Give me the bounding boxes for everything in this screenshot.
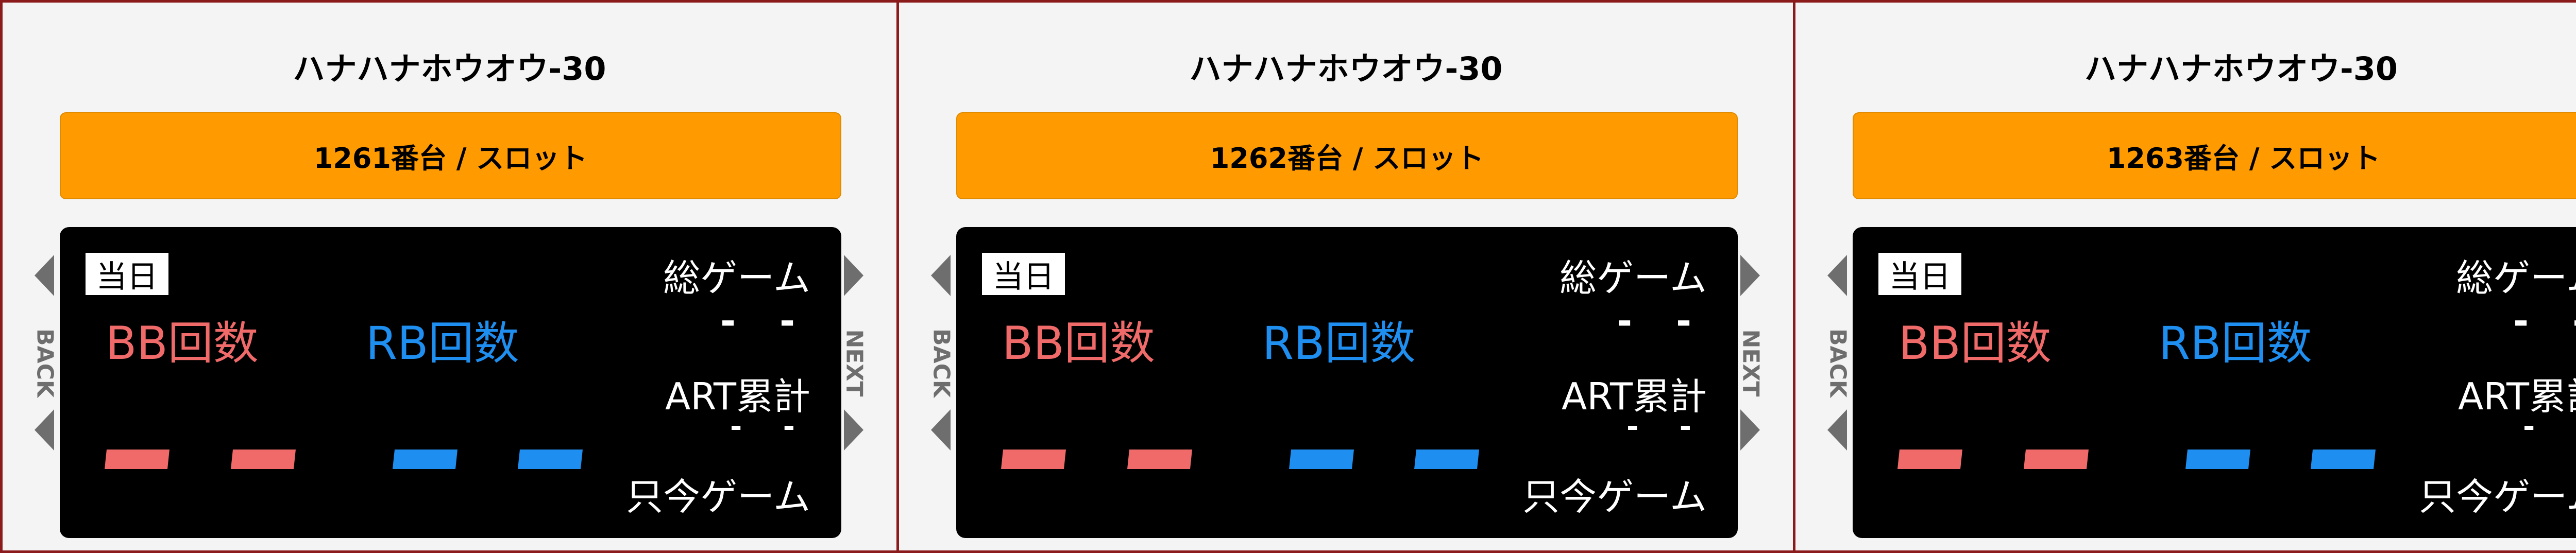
total-games-value: - - — [720, 299, 810, 342]
art-total-value: - - — [1626, 410, 1707, 443]
next-label: NEXT — [841, 329, 868, 397]
bb-digit-placeholder — [105, 450, 170, 469]
back-arrow-icon — [1827, 409, 1847, 451]
next-arrow-icon — [844, 255, 863, 296]
next-arrow-icon — [844, 409, 863, 451]
machine-panel: ハナハナホウオウ-30 1263番台 / スロット BACK NEXT 当日 B… — [1793, 0, 2576, 553]
back-arrow-icon — [1827, 255, 1847, 296]
rb-digit-placeholder — [393, 450, 457, 469]
total-games-value: - - — [2513, 299, 2576, 342]
total-games-label: 総ゲーム — [663, 256, 810, 300]
rb-count-label: RB回数 — [2159, 317, 2312, 370]
rb-digit-placeholder — [2185, 450, 2250, 469]
art-total-value: - - — [730, 410, 810, 443]
bb-digit-placeholder — [1001, 450, 1066, 469]
back-arrow-icon — [35, 409, 54, 451]
back-arrow-icon — [931, 409, 951, 451]
today-tab[interactable]: 当日 — [982, 253, 1065, 295]
rb-digit-placeholder — [1289, 450, 1354, 469]
data-screen: 当日 BB回数 RB回数 総ゲーム - - ART累計 - - 只今ゲーム — [1853, 227, 2576, 538]
machine-title: ハナハナホウオウ-30 — [293, 50, 606, 88]
rb-digit-placeholder — [518, 450, 583, 469]
bb-count-label: BB回数 — [1002, 317, 1155, 370]
back-label: BACK — [928, 329, 955, 398]
rb-count-label: RB回数 — [366, 317, 519, 370]
bb-digit-placeholder — [231, 450, 296, 469]
back-button[interactable]: BACK — [1824, 255, 1851, 471]
total-games-value: - - — [1617, 299, 1707, 342]
rb-digit-placeholder — [2311, 450, 2376, 469]
current-games-label: 只今ゲーム — [1522, 475, 1707, 519]
today-tab[interactable]: 当日 — [1878, 253, 1961, 295]
back-button[interactable]: BACK — [31, 255, 58, 471]
next-button[interactable]: NEXT — [1737, 255, 1764, 471]
back-arrow-icon — [35, 255, 54, 296]
bb-digit-placeholder — [1127, 450, 1192, 469]
next-button[interactable]: NEXT — [841, 255, 868, 471]
art-total-value: - - — [2523, 410, 2576, 443]
machine-number-button[interactable]: 1263番台 / スロット — [1853, 112, 2576, 199]
rb-digit-placeholder — [1414, 450, 1479, 469]
rb-count-label: RB回数 — [1262, 317, 1416, 370]
bb-count-label: BB回数 — [1899, 317, 2052, 370]
data-screen: 当日 BB回数 RB回数 総ゲーム - - ART累計 - - 只今ゲーム — [60, 227, 841, 538]
machine-panel: ハナハナホウオウ-30 1261番台 / スロット BACK NEXT 当日 B… — [0, 0, 896, 553]
art-total-label: ART累計 — [1561, 375, 1707, 418]
current-games-label: 只今ゲーム — [626, 475, 810, 519]
bb-digit-placeholder — [1897, 450, 1962, 469]
total-games-label: 総ゲーム — [2456, 256, 2576, 300]
bb-digit-placeholder — [2024, 450, 2089, 469]
back-arrow-icon — [931, 255, 951, 296]
art-total-label: ART累計 — [2458, 375, 2576, 418]
current-games-label: 只今ゲーム — [2419, 475, 2576, 519]
next-arrow-icon — [1740, 409, 1760, 451]
machine-panel: ハナハナホウオウ-30 1262番台 / スロット BACK NEXT 当日 B… — [896, 0, 1793, 553]
total-games-label: 総ゲーム — [1560, 256, 1707, 300]
art-total-label: ART累計 — [665, 375, 810, 418]
bb-count-label: BB回数 — [106, 317, 259, 370]
data-screen: 当日 BB回数 RB回数 総ゲーム - - ART累計 - - 只今ゲーム — [956, 227, 1738, 538]
back-label: BACK — [31, 329, 58, 398]
next-arrow-icon — [1740, 255, 1760, 296]
machine-number-button[interactable]: 1262番台 / スロット — [956, 112, 1738, 199]
machine-number-button[interactable]: 1261番台 / スロット — [60, 112, 841, 199]
next-label: NEXT — [1737, 329, 1764, 397]
today-tab[interactable]: 当日 — [86, 253, 168, 295]
back-label: BACK — [1824, 329, 1851, 398]
back-button[interactable]: BACK — [928, 255, 955, 471]
machine-title: ハナハナホウオウ-30 — [1189, 50, 1503, 88]
machine-title: ハナハナホウオウ-30 — [2084, 50, 2398, 88]
